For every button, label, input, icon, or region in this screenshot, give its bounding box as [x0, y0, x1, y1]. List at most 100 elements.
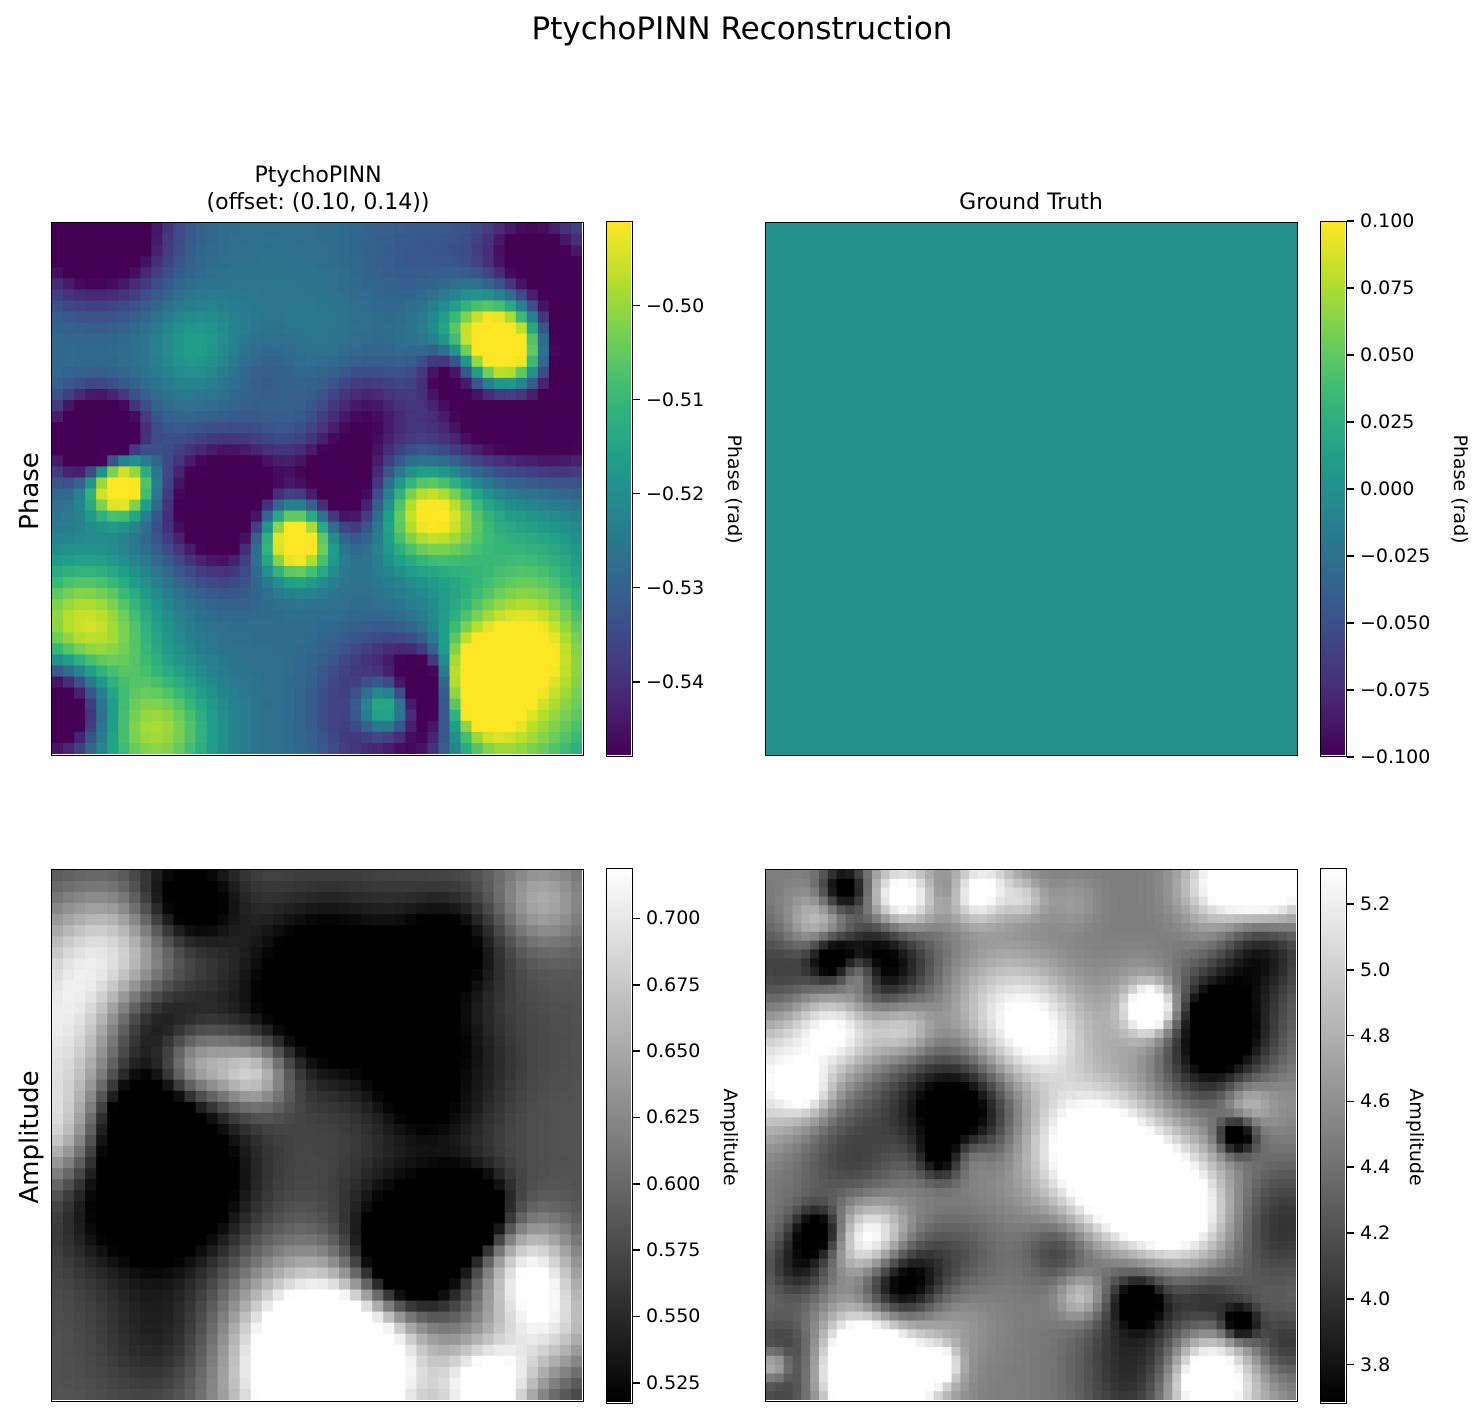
colorbar-label-ground-truth-phase: Phase (rad) [1449, 434, 1471, 544]
phase-recon-cell [482, 599, 495, 611]
phase-recon-cell [63, 621, 75, 633]
amp-recon-cell [184, 1179, 197, 1191]
phase-recon-cell [140, 742, 152, 754]
phase-recon-cell [504, 654, 517, 667]
amp-truth-cell [1243, 870, 1253, 880]
phase-recon-cell [515, 278, 528, 290]
amp-recon-cell [372, 1046, 384, 1059]
amp-recon-cell [140, 1289, 152, 1302]
phase-recon-cell [394, 510, 406, 523]
amp-recon-cell [361, 1179, 373, 1191]
phase-recon-cell [118, 455, 130, 467]
amp-truth-cell [783, 878, 794, 889]
phase-recon-cell [438, 267, 451, 279]
amp-recon-cell [317, 1322, 329, 1335]
phase-recon-cell [328, 444, 340, 456]
amp-recon-cell [339, 1024, 351, 1037]
amp-recon-cell [151, 1388, 164, 1400]
amp-recon-cell [63, 1344, 75, 1357]
phase-recon-cell [107, 311, 119, 324]
phase-recon-cell [570, 256, 582, 268]
amp-recon-cell [206, 881, 219, 893]
phase-recon-cell [206, 621, 219, 633]
phase-recon-cell [206, 444, 219, 456]
amp-recon-cell [548, 1179, 561, 1191]
amp-truth-cell [969, 905, 979, 915]
amp-recon-cell [526, 980, 539, 993]
phase-recon-cell [548, 388, 561, 401]
amp-recon-cell [206, 1090, 219, 1103]
phase-recon-cell [372, 234, 384, 246]
amp-recon-cell [305, 1333, 318, 1346]
phase-recon-cell [317, 543, 329, 556]
amp-recon-cell [272, 1234, 285, 1247]
phase-recon-cell [173, 599, 186, 611]
amp-recon-cell [96, 881, 108, 893]
amp-recon-cell [460, 1135, 473, 1147]
phase-recon-cell [184, 599, 197, 611]
amp-truth-cell [1216, 870, 1226, 880]
phase-recon-cell [228, 223, 241, 235]
amp-recon-cell [250, 1377, 263, 1390]
phase-recon-cell [559, 577, 572, 589]
phase-recon-cell [283, 510, 296, 523]
amp-truth-cell [1278, 887, 1288, 898]
phase-recon-cell [493, 322, 506, 335]
phase-recon-cell [537, 267, 550, 279]
amp-recon-cell [405, 1179, 417, 1191]
amp-recon-cell [173, 1146, 186, 1158]
phase-recon-cell [438, 400, 451, 412]
amp-recon-cell [217, 1278, 230, 1291]
phase-recon-cell [416, 632, 429, 644]
amp-recon-cell [383, 1212, 395, 1224]
phase-recon-cell [294, 234, 307, 246]
phase-recon-cell [504, 709, 517, 722]
amp-recon-cell [283, 1201, 296, 1213]
amp-recon-cell [460, 1300, 473, 1313]
phase-recon-cell [515, 256, 528, 268]
amp-recon-cell [173, 881, 186, 893]
amp-recon-cell [394, 958, 406, 970]
phase-recon-cell [272, 621, 285, 633]
phase-recon-cell [283, 698, 296, 711]
amp-recon-cell [537, 1234, 550, 1247]
phase-recon-cell [339, 554, 351, 567]
amp-recon-cell [383, 1057, 395, 1070]
phase-recon-cell [416, 510, 429, 523]
amp-recon-cell [471, 1212, 484, 1224]
amp-recon-cell [294, 1344, 307, 1357]
phase-recon-cell [239, 488, 252, 501]
phase-recon-cell [471, 665, 484, 678]
phase-recon-cell [206, 311, 219, 324]
phase-recon-cell [96, 477, 108, 490]
phase-recon-cell [52, 543, 64, 556]
amp-recon-cell [526, 1366, 539, 1379]
amp-recon-cell [151, 1267, 164, 1280]
phase-recon-cell [515, 388, 528, 401]
amp-recon-cell [140, 1388, 152, 1400]
phase-recon-cell [107, 234, 119, 246]
amp-recon-cell [261, 903, 274, 915]
phase-recon-cell [239, 687, 252, 700]
phase-recon-cell [427, 289, 440, 302]
phase-recon-cell [515, 720, 528, 733]
phase-recon-cell [151, 643, 164, 656]
amp-recon-cell [272, 1146, 285, 1158]
phase-recon-cell [339, 532, 351, 545]
amp-truth-cell [810, 905, 820, 915]
amp-truth-cell [836, 905, 847, 915]
phase-recon-cell [372, 577, 384, 589]
phase-recon-cell [107, 554, 119, 567]
phase-recon-cell [416, 400, 429, 412]
amp-recon-cell [129, 1068, 141, 1081]
phase-recon-cell [206, 477, 219, 490]
amp-recon-cell [74, 980, 86, 993]
amp-recon-cell [206, 1223, 219, 1235]
amp-recon-cell [239, 1101, 252, 1114]
amp-recon-cell [559, 1168, 572, 1180]
phase-recon-cell [250, 654, 263, 667]
amp-recon-cell [504, 980, 517, 993]
phase-recon-cell [350, 610, 362, 622]
phase-recon-cell [504, 344, 517, 357]
amp-recon-cell [272, 1223, 285, 1235]
